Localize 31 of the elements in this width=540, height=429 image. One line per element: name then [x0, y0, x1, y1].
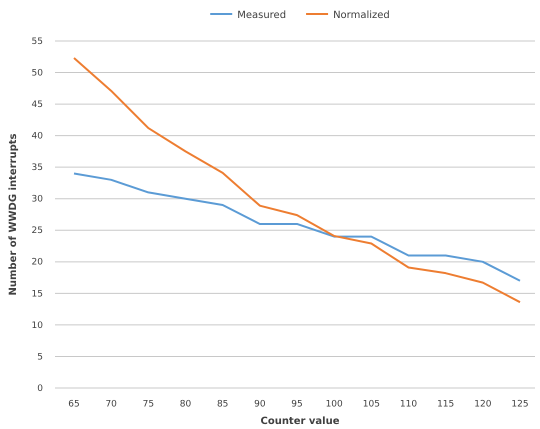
x-tick-label: 70: [105, 399, 118, 410]
y-tick-label: 40: [32, 132, 44, 142]
x-tick-label: 115: [437, 399, 454, 410]
y-tick-label: 20: [32, 258, 44, 268]
y-tick-label: 30: [32, 194, 44, 205]
x-tick-label: 100: [326, 399, 344, 410]
line-series: [73, 172, 521, 282]
y-tick-label: 35: [32, 163, 43, 174]
x-tick-label: 90: [254, 399, 266, 410]
legend-label: Measured: [237, 10, 286, 21]
y-axis-title: Number of WWDG interrupts: [8, 133, 19, 296]
y-tick-label: 10: [32, 320, 44, 331]
y-tick-label: 25: [32, 226, 43, 236]
x-tick-label: 120: [474, 399, 492, 410]
x-tick-label: 95: [291, 399, 303, 410]
y-tick-label: 5: [37, 352, 43, 362]
y-tick-label: 0: [37, 384, 44, 394]
x-axis-title: Counter value: [260, 416, 340, 427]
line-series: [73, 57, 521, 304]
y-tick-label: 55: [32, 36, 43, 47]
x-tick-label: 65: [68, 399, 80, 410]
y-tick-label: 45: [32, 100, 43, 110]
x-tick-label: 85: [216, 399, 228, 410]
legend-label: Normalized: [333, 10, 390, 21]
x-tick-label: 75: [142, 399, 154, 410]
x-tick-label: 80: [180, 399, 192, 410]
y-tick-label: 15: [32, 289, 43, 300]
x-tick-label: 110: [400, 399, 418, 410]
y-tick-label: 50: [32, 68, 44, 78]
x-tick-label: 125: [511, 399, 529, 410]
x-tick-label: 105: [362, 399, 380, 410]
